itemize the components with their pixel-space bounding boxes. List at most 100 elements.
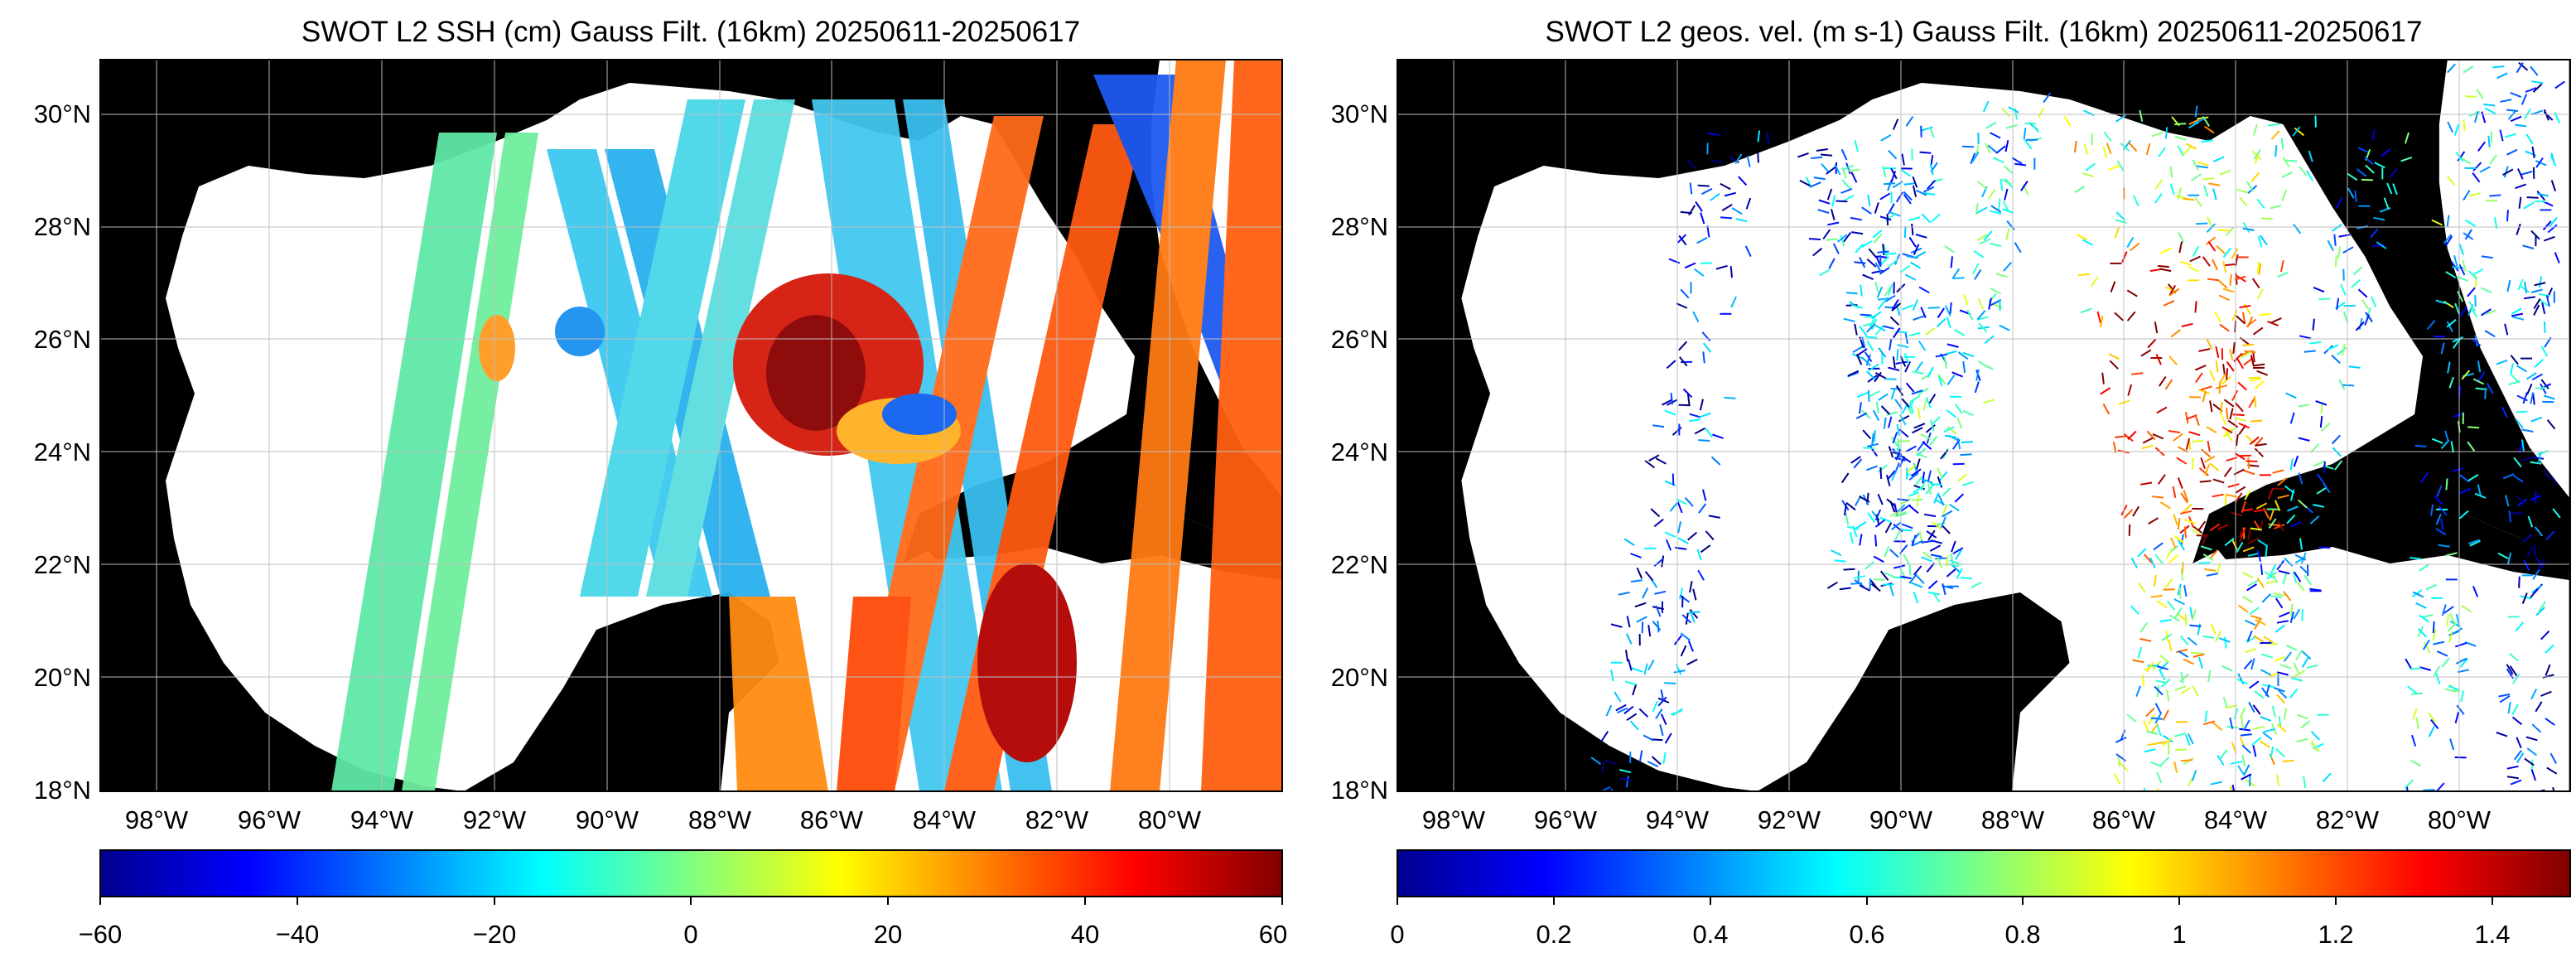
velocity-arrow — [2450, 261, 2459, 272]
velocity-arrow — [1982, 100, 1990, 113]
velocity-arrow — [2410, 667, 2422, 670]
velocity-arrow — [1931, 416, 1941, 426]
velocity-arrow — [2515, 621, 2525, 632]
velocity-arrow — [2020, 181, 2028, 191]
velocity-arrow — [2127, 384, 2133, 396]
velocity-arrow — [2534, 359, 2544, 368]
velocity-arrow — [2434, 495, 2443, 505]
velocity-arrow — [1921, 213, 1931, 224]
velocity-arrow — [2472, 162, 2482, 172]
velocity-arrow — [1847, 370, 1860, 377]
velocity-arrow — [1810, 181, 1821, 188]
velocity-arrow — [2140, 349, 2152, 357]
colorbar-tick-label: 1.2 — [2318, 920, 2353, 949]
velocity-arrow — [1943, 426, 1955, 433]
velocity-arrow — [2189, 607, 2193, 619]
velocity-arrow — [2499, 694, 2511, 703]
velocity-arrow — [1850, 216, 1862, 221]
velocity-arrow — [1916, 495, 1920, 507]
velocity-arrow — [2340, 283, 2347, 296]
velocity-arrow — [2354, 190, 2357, 202]
velocity-arrow — [1888, 259, 1898, 268]
velocity-arrow — [1834, 164, 1841, 176]
velocity-arrow — [2506, 210, 2509, 222]
velocity-arrow — [2253, 509, 2266, 513]
velocity-arrow — [1975, 203, 1979, 215]
velocity-arrow — [1867, 442, 1879, 447]
velocity-arrow — [1903, 352, 1910, 365]
velocity-arrow — [1937, 494, 1945, 506]
colorbar-tick-label: 0.6 — [1849, 920, 1884, 949]
velocity-arrow — [2265, 684, 2270, 697]
velocity-arrow — [2173, 761, 2178, 773]
velocity-arrow — [1871, 433, 1874, 446]
velocity-arrow — [2206, 223, 2216, 233]
velocity-arrow — [2004, 188, 2009, 201]
velocity-arrow — [2250, 172, 2260, 182]
velocity-arrow — [2178, 241, 2183, 254]
lat-label: 22°N — [34, 550, 91, 579]
velocity-arrow — [1860, 313, 1872, 317]
velocity-arrow — [2535, 701, 2543, 713]
velocity-arrow — [2253, 635, 2265, 643]
velocity-arrow — [2508, 380, 2521, 386]
velocity-arrow — [2459, 474, 2470, 483]
velocity-arrow — [2489, 154, 2498, 165]
velocity-arrow — [1864, 561, 1875, 570]
velocity-arrow — [2441, 604, 2447, 616]
velocity-arrow — [2319, 415, 2323, 428]
velocity-arrow — [2261, 593, 2271, 603]
velocity-arrow — [1647, 625, 1652, 637]
velocity-arrow — [2284, 485, 2295, 494]
lon-label: 92°W — [463, 805, 527, 834]
velocity-arrow — [1929, 435, 1938, 447]
velocity-arrow — [2180, 510, 2192, 515]
velocity-arrow — [1757, 130, 1761, 143]
velocity-arrow — [1869, 316, 1876, 327]
ssh-swaths — [331, 60, 1282, 791]
lon-label: 82°W — [1025, 805, 1089, 834]
velocity-arrow — [2250, 377, 2262, 382]
velocity-arrow — [2003, 261, 2013, 272]
lon-label: 98°W — [1422, 805, 1486, 834]
velocity-arrow — [1912, 539, 1923, 547]
velocity-arrow — [2371, 296, 2377, 308]
velocity-arrow — [1891, 302, 1902, 312]
velocity-arrow — [1625, 633, 1633, 645]
velocity-arrow — [1920, 307, 1927, 318]
velocity-arrow — [2241, 572, 2254, 579]
velocity-arrow — [2441, 657, 2450, 668]
velocity-arrow — [2530, 759, 2534, 771]
velocity-arrow — [1880, 405, 1891, 415]
velocity-arrow — [1990, 132, 2001, 139]
velocity-arrow — [2277, 520, 2284, 532]
velocity-arrow — [2521, 94, 2528, 105]
velocity-arrow — [2276, 559, 2285, 571]
velocity-arrow — [1999, 324, 2010, 331]
velocity-arrow — [2336, 297, 2340, 310]
velocity-arrow — [1601, 761, 1604, 774]
velocity-arrow — [2270, 563, 2277, 575]
velocity-arrow — [2521, 592, 2528, 604]
velocity-arrow — [1913, 423, 1926, 429]
velocity-arrow — [2531, 456, 2545, 460]
velocity-arrow — [1908, 563, 1912, 576]
velocity-arrow — [1854, 579, 1865, 588]
velocity-arrow — [1922, 471, 1925, 484]
velocity-arrow — [2202, 534, 2208, 545]
velocity-arrow — [2502, 473, 2515, 480]
velocity-arrow — [2315, 400, 2328, 406]
velocity-arrow — [1874, 534, 1878, 547]
velocity-arrow — [1976, 234, 1988, 241]
velocity-arrow — [2516, 394, 2528, 402]
velocity-arrow — [2327, 239, 2334, 251]
velocity-arrow — [1852, 525, 1858, 538]
velocity-arrow — [1693, 268, 1705, 277]
velocity-arrow — [1879, 192, 1891, 201]
velocity-arrow — [2316, 473, 2325, 484]
cuba-land — [2209, 497, 2569, 580]
velocity-arrow — [2174, 732, 2187, 737]
velocity-arrow — [2267, 487, 2274, 500]
velocity-arrow — [2540, 630, 2550, 641]
velocity-arrow — [2241, 744, 2251, 754]
